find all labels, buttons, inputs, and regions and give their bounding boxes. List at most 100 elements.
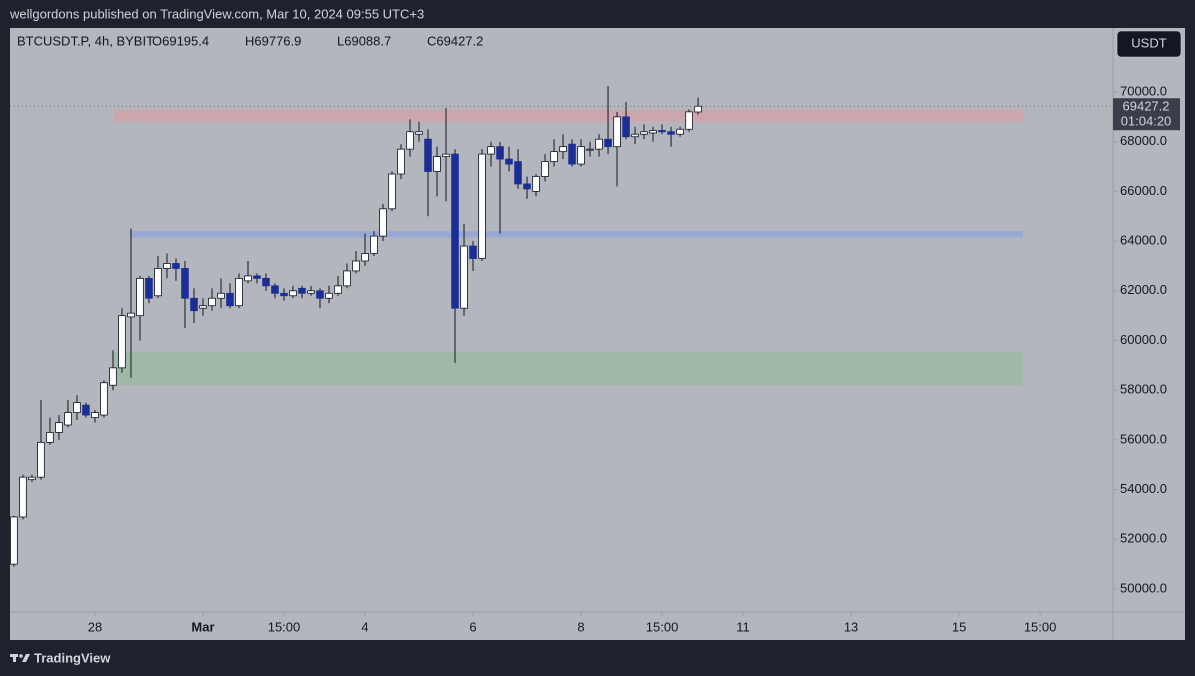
x-tick-label: 15:00 <box>268 619 301 634</box>
x-tick-label: 4 <box>361 619 368 634</box>
candle-body <box>514 161 522 185</box>
candle-body <box>604 138 612 148</box>
candle-body <box>586 148 594 151</box>
currency-label[interactable]: USDT <box>1131 35 1166 50</box>
x-tick-label: Mar <box>191 619 214 634</box>
candle-body <box>640 131 648 135</box>
candle-body <box>541 161 549 177</box>
candle-body <box>82 404 90 416</box>
candle-body <box>208 297 216 307</box>
candle-body <box>100 382 108 416</box>
candle-body <box>685 111 693 130</box>
x-tick-label: 15:00 <box>1024 619 1057 634</box>
candle-body <box>289 290 297 297</box>
y-tick-label: 60000.0 <box>1120 332 1167 347</box>
candle-body <box>568 143 576 165</box>
candle-body <box>298 287 306 294</box>
candle-body <box>361 253 369 262</box>
legend-open: O69195.4 <box>152 33 209 48</box>
legend-high: H69776.9 <box>245 33 301 48</box>
y-tick-label: 70000.0 <box>1120 83 1167 98</box>
legend-low: L69088.7 <box>337 33 391 48</box>
candle-body <box>199 305 207 309</box>
candle-body <box>91 412 99 418</box>
y-tick-label: 68000.0 <box>1120 133 1167 148</box>
zone <box>113 109 1023 122</box>
y-tick-label: 58000.0 <box>1120 382 1167 397</box>
candle-body <box>460 245 468 309</box>
candle-body <box>316 290 324 299</box>
candle-body <box>388 173 396 210</box>
y-tick-label: 54000.0 <box>1120 481 1167 496</box>
candle-body <box>163 263 171 269</box>
chart-background <box>10 28 1185 640</box>
candle-body <box>532 176 540 192</box>
candle-body <box>19 476 27 518</box>
candle-body <box>379 208 387 237</box>
brand-logo <box>10 654 30 662</box>
candle-body <box>496 146 504 160</box>
candle-body <box>433 156 441 172</box>
candle-body <box>343 270 351 287</box>
candle-body <box>487 146 495 155</box>
x-tick-label: 15:00 <box>646 619 679 634</box>
candle-body <box>46 432 54 443</box>
candle-body <box>280 292 288 297</box>
candle-body <box>10 516 18 565</box>
candle-body <box>145 277 153 299</box>
candle-body <box>424 138 432 172</box>
candle-body <box>307 290 315 294</box>
y-tick-label: 64000.0 <box>1120 233 1167 248</box>
candle-body <box>352 260 360 272</box>
candle-body <box>397 148 405 175</box>
candle-body <box>676 128 684 135</box>
x-tick-label: 8 <box>577 619 584 634</box>
zone <box>113 352 1023 385</box>
candle-body <box>622 116 630 138</box>
symbol: BTCUSDT.P, 4h, BYBIT <box>17 33 154 48</box>
candle-body <box>28 476 36 481</box>
candle-body <box>631 133 639 138</box>
candle-body <box>217 292 225 299</box>
candle-body <box>109 367 117 386</box>
candle-body <box>370 235 378 254</box>
candle-body <box>550 151 558 162</box>
countdown-label: 01:04:20 <box>1121 114 1172 129</box>
candle-body <box>325 292 333 299</box>
y-tick-label: 50000.0 <box>1120 580 1167 595</box>
candle-body <box>154 268 162 297</box>
candle-body <box>136 277 144 317</box>
candle-body <box>469 245 477 259</box>
candle-body <box>127 312 135 318</box>
candle-body <box>235 277 243 307</box>
x-tick-label: 6 <box>469 619 476 634</box>
candle-body <box>244 275 252 282</box>
candle-body <box>172 263 180 269</box>
x-tick-label: 28 <box>88 619 102 634</box>
y-tick-label: 52000.0 <box>1120 531 1167 546</box>
currency-button[interactable] <box>1116 30 1182 58</box>
candle-body <box>334 285 342 294</box>
y-tick-label: 62000.0 <box>1120 282 1167 297</box>
brand-name: TradingView <box>34 650 111 665</box>
candle-body <box>523 183 531 190</box>
candle-body <box>37 441 45 478</box>
candle-body <box>649 130 657 134</box>
candle-body <box>55 422 63 433</box>
candle-body <box>406 131 414 150</box>
candle-body <box>253 275 261 279</box>
zones <box>113 109 1023 385</box>
header-title: wellgordons published on TradingView.com… <box>9 6 424 21</box>
candle-body <box>559 146 567 153</box>
x-tick-label: 11 <box>736 619 750 634</box>
last-price-label: 69427.2 <box>1123 99 1170 114</box>
x-tick-label: 15 <box>952 619 966 634</box>
candle-body <box>271 285 279 294</box>
candle-body <box>226 292 234 307</box>
y-tick-label: 56000.0 <box>1120 431 1167 446</box>
candle-body <box>595 138 603 150</box>
last-price-box <box>1113 98 1180 131</box>
candle-body <box>694 105 702 113</box>
candle-body <box>64 412 72 426</box>
